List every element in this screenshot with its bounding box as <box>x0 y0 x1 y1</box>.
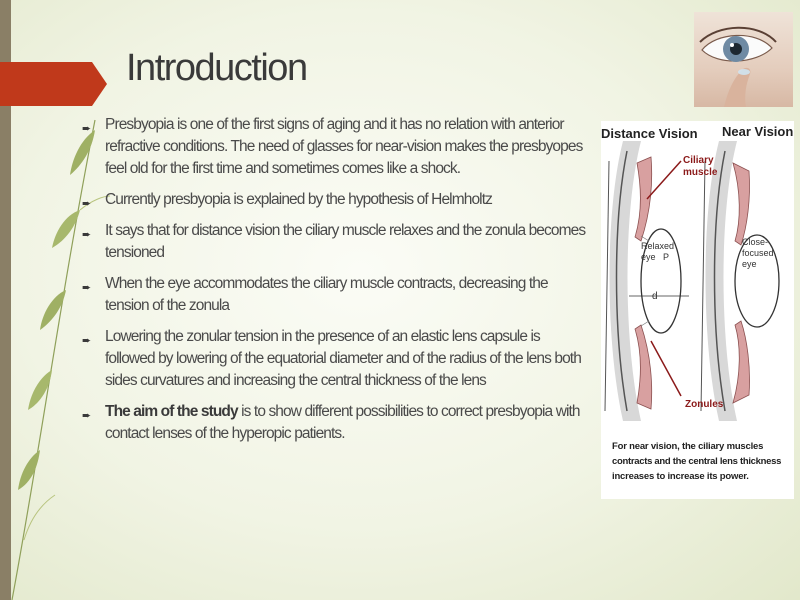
ciliary-label: Ciliary <box>683 155 714 166</box>
bullet-item: ➨ Presbyopia is one of the first signs o… <box>80 114 590 180</box>
eye-accommodation-diagram: Distance Vision Near Vision Ciliary musc… <box>601 121 794 499</box>
bullet-text: When the eye accommodates the ciliary mu… <box>105 275 549 314</box>
caption-line-2: contracts and the central lens thickness <box>612 456 782 467</box>
slide-title: Introduction <box>126 47 308 89</box>
p-label: P <box>663 252 670 262</box>
eye-cross-section <box>604 141 780 421</box>
near-vision-label: Near Vision <box>722 124 794 139</box>
bullet-item: ➨ The aim of the study is to show differ… <box>80 401 590 445</box>
bullet-item: ➨ It says that for distance vision the c… <box>80 220 590 264</box>
focused-label: focused <box>742 248 774 258</box>
distance-vision-label: Distance Vision <box>601 126 698 141</box>
title-banner <box>0 62 107 106</box>
eye-photo-illustration <box>699 26 777 107</box>
eye-contact-lens-photo <box>694 12 793 107</box>
arrow-bullet-icon: ➨ <box>82 410 91 422</box>
close-eye-label: eye <box>742 259 757 269</box>
bullet-text: Presbyopia is one of the first signs of … <box>105 116 583 177</box>
leaf-decoration <box>11 119 110 600</box>
bullet-item: ➨ Lowering the zonular tension in the pr… <box>80 326 590 392</box>
muscle-label: muscle <box>683 167 718 178</box>
bullet-text: It says that for distance vision the cil… <box>105 222 586 261</box>
d-label: d <box>652 291 658 302</box>
arrow-bullet-icon: ➨ <box>82 335 91 347</box>
bullet-item: ➨ Currently presbyopia is explained by t… <box>80 189 590 211</box>
arrow-bullet-icon: ➨ <box>82 198 91 210</box>
bullet-text: is to show different possibilities to co… <box>105 403 581 442</box>
relaxed-eye-label: eye <box>641 252 656 262</box>
bullet-item: ➨ When the eye accommodates the ciliary … <box>80 273 590 317</box>
bullet-text: Lowering the zonular tension in the pres… <box>105 328 582 389</box>
caption-line-1: For near vision, the ciliary muscles <box>612 441 764 452</box>
arrow-bullet-icon: ➨ <box>82 123 91 135</box>
bullet-bold-text: The aim of the study <box>105 403 239 420</box>
left-decor-bar <box>0 0 11 600</box>
bullet-text: Currently presbyopia is explained by the… <box>105 191 493 208</box>
arrow-bullet-icon: ➨ <box>82 229 91 241</box>
close-label: Close- <box>742 237 769 247</box>
zonules-label: Zonules <box>685 399 724 410</box>
caption-line-3: increases to increase its power. <box>612 471 749 482</box>
relaxed-label: Relaxed <box>641 241 675 251</box>
bullet-list: ➨ Presbyopia is one of the first signs o… <box>80 114 590 454</box>
arrow-bullet-icon: ➨ <box>82 282 91 294</box>
